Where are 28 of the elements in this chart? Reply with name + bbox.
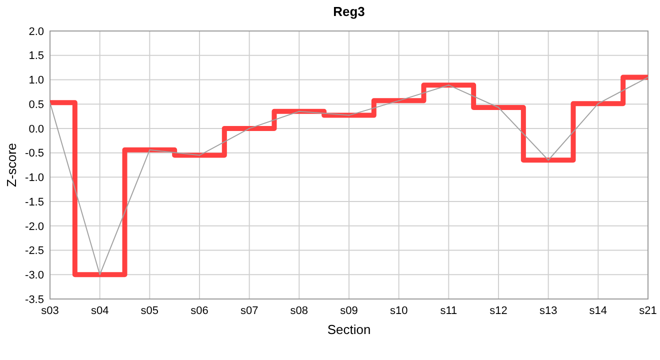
y-axis-title: Z-score bbox=[4, 142, 19, 188]
y-tick-label: -0.5 bbox=[25, 148, 44, 160]
x-tick-label: s11 bbox=[440, 305, 458, 317]
x-tick-label: s08 bbox=[290, 305, 308, 317]
x-tick-label: s21 bbox=[639, 305, 657, 317]
y-tick-label: 0.0 bbox=[28, 123, 44, 136]
chart-title: Reg3 bbox=[333, 4, 365, 19]
x-tick-label: s12 bbox=[490, 305, 508, 317]
y-tick-label: -3.5 bbox=[25, 294, 44, 306]
x-tick-label: s13 bbox=[539, 305, 558, 317]
y-tick-label: 0.5 bbox=[28, 98, 44, 111]
y-tick-label: -2.0 bbox=[25, 220, 44, 233]
x-tick-label: s09 bbox=[340, 305, 358, 317]
x-tick-label: s14 bbox=[589, 305, 608, 317]
y-tick-label: -1.0 bbox=[25, 172, 44, 184]
x-axis-title: Section bbox=[327, 322, 371, 337]
x-tick-label: s06 bbox=[190, 305, 208, 317]
y-tick-label: -1.5 bbox=[25, 196, 44, 208]
x-tick-label: s03 bbox=[41, 305, 59, 317]
x-tick-label: s05 bbox=[140, 305, 159, 317]
y-tick-label: 1.0 bbox=[28, 74, 44, 87]
x-tick-label: s04 bbox=[90, 305, 109, 317]
x-tick-label: s10 bbox=[390, 305, 408, 317]
y-tick-label: 2.0 bbox=[28, 26, 44, 38]
y-tick-label: 1.5 bbox=[28, 50, 44, 62]
x-tick-label: s07 bbox=[240, 305, 258, 317]
y-tick-label: -2.5 bbox=[25, 245, 44, 258]
y-tick-label: -3.0 bbox=[25, 269, 44, 282]
